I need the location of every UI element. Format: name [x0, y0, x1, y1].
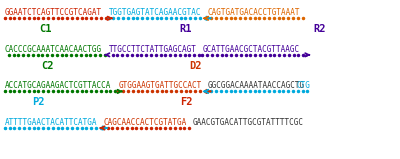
Text: CACCCGCAAATCAACAACTGG: CACCCGCAAATCAACAACTGG: [5, 45, 102, 54]
Text: CTG: CTG: [296, 81, 310, 90]
Text: R2: R2: [314, 24, 326, 34]
Text: C1: C1: [40, 24, 52, 34]
Text: CAGTGATGACACCTGTAAAT: CAGTGATGACACCTGTAAAT: [207, 8, 300, 17]
Text: C2: C2: [42, 61, 54, 71]
Text: GAACGTGACATTGCGTATTTTCGC: GAACGTGACATTGCGTATTTTCGC: [192, 118, 304, 127]
Text: TTGCCTTCTATTGAGCAGT: TTGCCTTCTATTGAGCAGT: [108, 45, 196, 54]
Text: ATTTTGAACTACATTCATGA: ATTTTGAACTACATTCATGA: [5, 118, 97, 127]
Text: P2: P2: [32, 97, 44, 107]
Text: GCATTGAACGCTACGTTAAGC: GCATTGAACGCTACGTTAAGC: [202, 45, 300, 54]
Text: F2: F2: [180, 97, 192, 107]
Text: D2: D2: [190, 61, 202, 71]
Text: GGCGGACAAAATAACCAGCTG: GGCGGACAAAATAACCAGCTG: [207, 81, 304, 90]
Text: GGAATCTCAGTTCCGTCAGAT: GGAATCTCAGTTCCGTCAGAT: [5, 8, 102, 17]
Text: R1: R1: [180, 24, 192, 34]
Text: TGGTGAGTATCAGAACGTAC: TGGTGAGTATCAGAACGTAC: [108, 8, 201, 17]
Text: GTGGAAGTGATTGCCACT: GTGGAAGTGATTGCCACT: [118, 81, 202, 90]
Text: CAGCAACCACTCGTATGA: CAGCAACCACTCGTATGA: [104, 118, 187, 127]
Text: ACCATGCAGAAGACTCGTTACCA: ACCATGCAGAAGACTCGTTACCA: [5, 81, 111, 90]
